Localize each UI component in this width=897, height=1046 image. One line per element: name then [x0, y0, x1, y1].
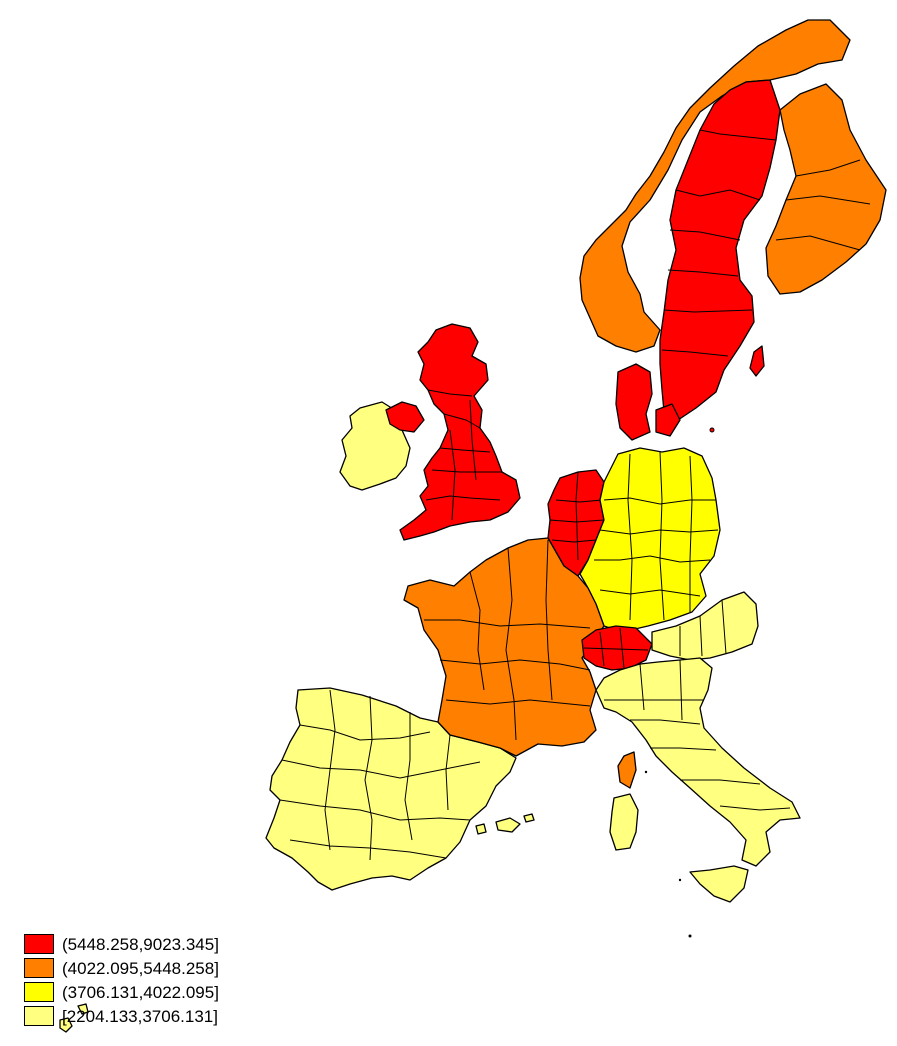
region-germany [579, 447, 721, 633]
region-great-britain [399, 323, 521, 541]
legend-label: (5448.258,9023.345] [62, 935, 219, 954]
region-northern-ireland [385, 401, 425, 433]
region-austria [651, 591, 759, 661]
region-sicily [689, 865, 749, 903]
region-sweden [659, 79, 781, 421]
region-switzerland [581, 625, 653, 671]
region-denmark [615, 363, 681, 441]
region-france [403, 537, 605, 757]
island-dot [644, 770, 648, 774]
region-sardinia [609, 793, 639, 851]
legend-swatch [24, 1006, 54, 1026]
region-corsica [617, 751, 637, 789]
legend-label: (3706.131,4022.095] [62, 983, 219, 1002]
legend-label: (4022.095,5448.258] [62, 959, 219, 978]
legend-label: [2204.133,3706.131] [62, 1007, 218, 1026]
region-balearics [475, 813, 535, 835]
legend-swatch [24, 982, 54, 1002]
island-dot [678, 878, 682, 882]
island-dot [688, 934, 692, 938]
region-finland [765, 83, 887, 295]
region-gotland [749, 345, 765, 377]
legend-swatch [24, 958, 54, 978]
island-dot [709, 427, 715, 433]
region-italy [595, 657, 801, 867]
legend-swatch [24, 934, 54, 954]
